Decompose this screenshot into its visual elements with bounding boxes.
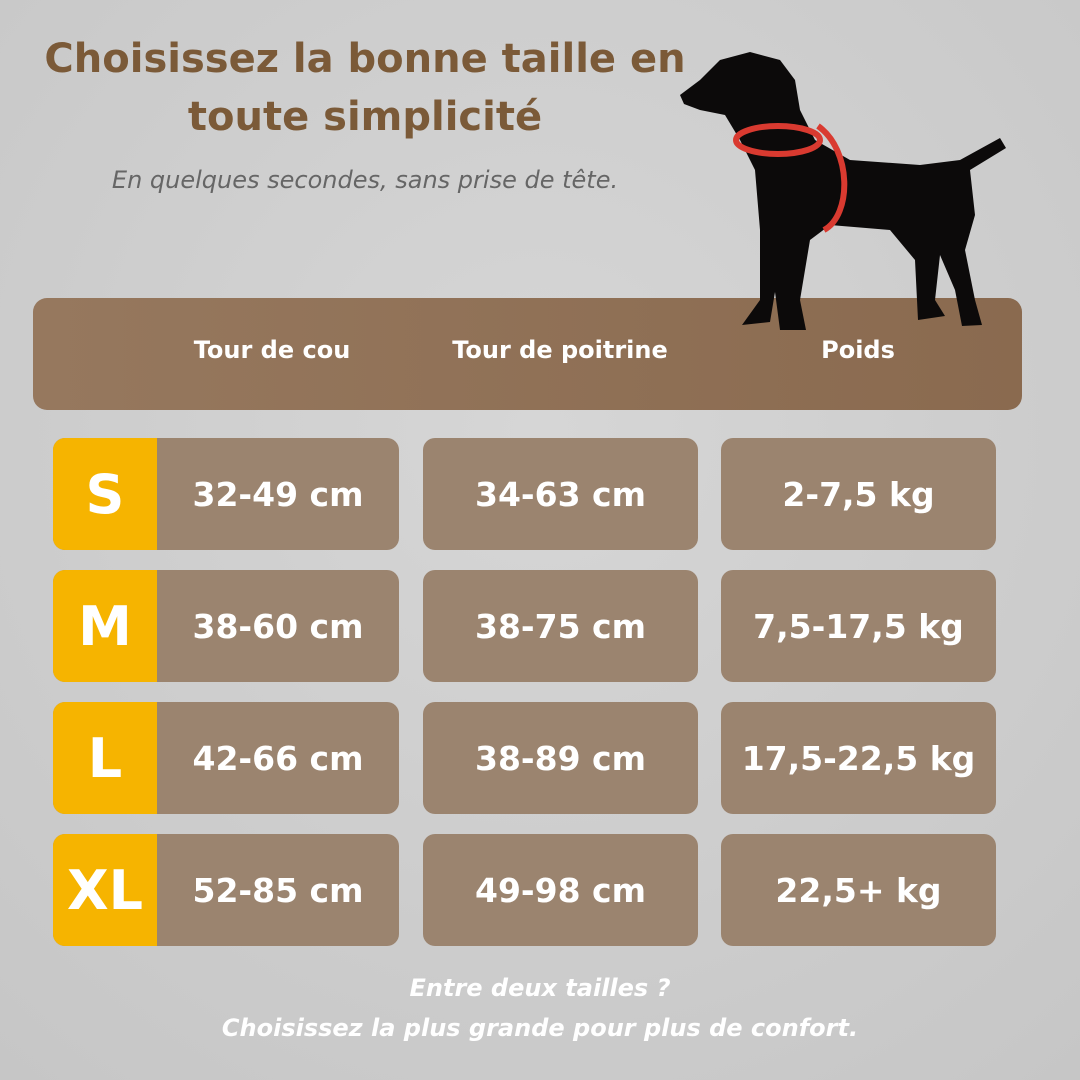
weight-cell: 22,5+ kg [721, 834, 996, 946]
chest-cell: 38-75 cm [423, 570, 698, 682]
footer-line: Entre deux tailles ? [409, 974, 671, 1002]
chest-cell: 34-63 cm [423, 438, 698, 550]
title: Choisissez la bonne taille en toute simp… [44, 36, 686, 140]
weight-cell: 17,5-22,5 kg [721, 702, 996, 814]
dog-illustration [680, 52, 1006, 330]
size-label: S [53, 438, 157, 550]
size-label: L [53, 702, 157, 814]
chest-cell: 49-98 cm [423, 834, 698, 946]
subtitle: En quelques secondes, sans prise de tête… [111, 166, 619, 194]
chest-cell: 38-89 cm [423, 702, 698, 814]
footer-line: Choisissez la plus grande pour plus de c… [221, 1014, 859, 1042]
size-label: XL [53, 834, 157, 946]
header-bar [33, 298, 1022, 410]
column-header: Poids [821, 336, 895, 364]
weight-cell: 2-7,5 kg [721, 438, 996, 550]
column-header: Tour de cou [193, 336, 351, 364]
column-header: Tour de poitrine [452, 336, 668, 364]
size-label: M [53, 570, 157, 682]
weight-cell: 7,5-17,5 kg [721, 570, 996, 682]
